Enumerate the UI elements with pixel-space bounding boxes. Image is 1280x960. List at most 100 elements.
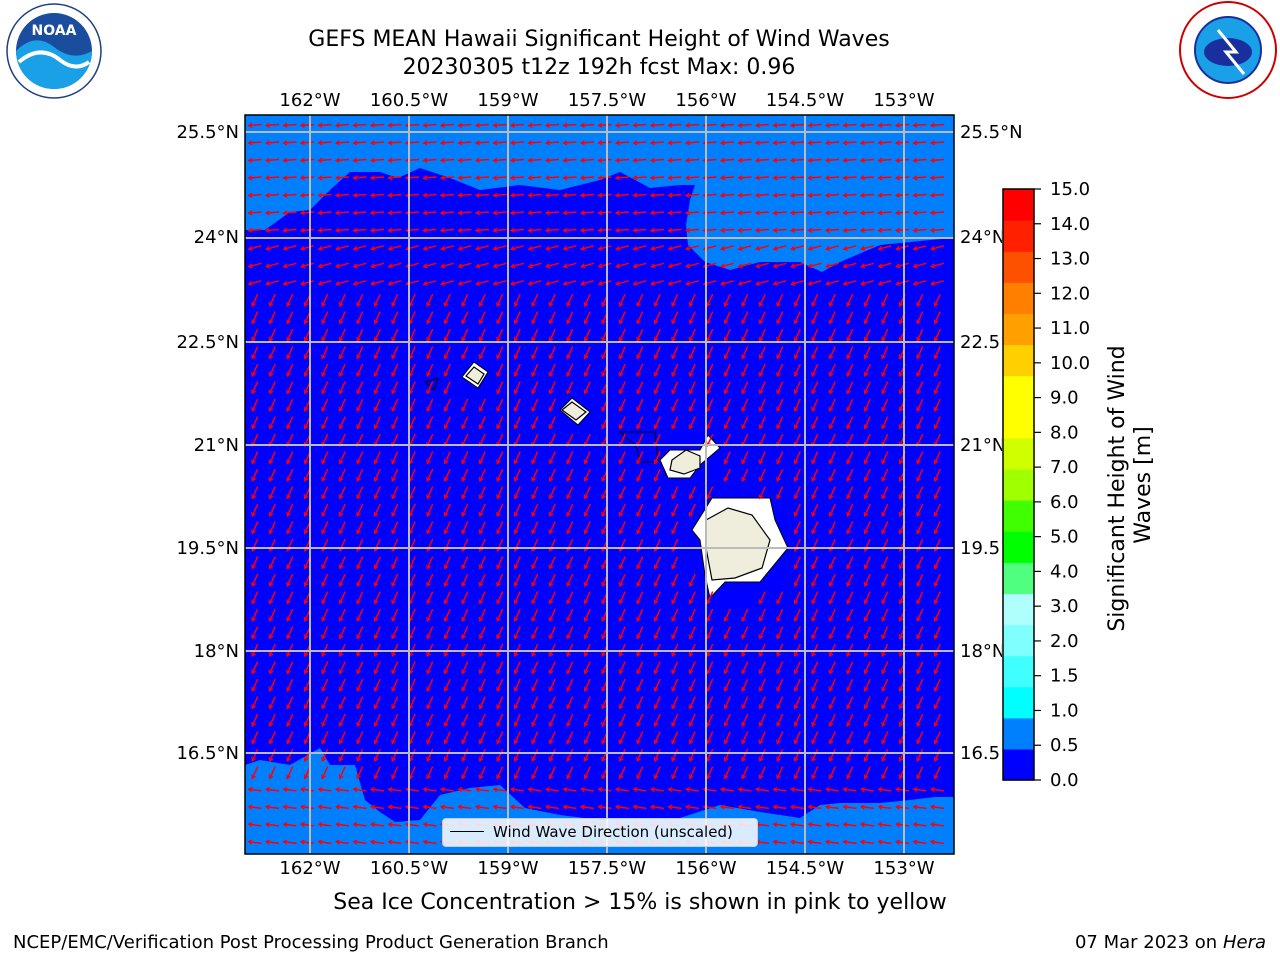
- wind-wave-arrow: [531, 556, 539, 569]
- wind-wave-arrow: [549, 486, 556, 499]
- wind-wave-arrow: [514, 363, 521, 377]
- wind-wave-arrow-head: [671, 651, 676, 657]
- wind-wave-arrow: [269, 416, 276, 429]
- wind-wave-arrow: [759, 416, 766, 429]
- wind-wave-arrow: [514, 661, 521, 674]
- wind-wave-arrow-head: [478, 494, 484, 500]
- wind-wave-arrow-head: [562, 280, 568, 286]
- wind-wave-arrow-head: [474, 140, 480, 146]
- wind-wave-arrow-head: [370, 280, 376, 286]
- wind-wave-arrow: [286, 626, 294, 639]
- wind-wave-arrow: [794, 451, 801, 464]
- wind-wave-arrow: [265, 840, 280, 845]
- wind-wave-arrow-head: [426, 389, 431, 395]
- wind-wave-arrow: [934, 328, 941, 342]
- wind-wave-arrow-head: [496, 511, 501, 517]
- wind-wave-arrow: [286, 468, 294, 482]
- wind-wave-arrow: [441, 245, 454, 250]
- wind-wave-arrow: [370, 211, 385, 214]
- wind-wave-arrow: [531, 678, 539, 692]
- wind-wave-arrow: [409, 398, 416, 412]
- wind-wave-arrow-head: [461, 774, 466, 780]
- wind-wave-arrow-head: [321, 371, 326, 377]
- wind-wave-arrow-head: [881, 564, 886, 570]
- wind-wave-arrow: [689, 503, 696, 517]
- wind-wave-arrow: [671, 713, 679, 727]
- wind-wave-arrow: [825, 840, 840, 845]
- wind-wave-arrow: [825, 788, 840, 792]
- wind-wave-arrow-head: [863, 406, 869, 412]
- wind-wave-arrow: [916, 696, 924, 709]
- wind-wave-arrow-head: [632, 263, 638, 269]
- wind-wave-arrow-head: [478, 424, 484, 430]
- wind-wave-arrow: [881, 678, 889, 692]
- wind-wave-arrow: [913, 123, 927, 127]
- wind-wave-arrow-head: [373, 371, 379, 377]
- wind-wave-arrow-head: [566, 634, 571, 640]
- wind-wave-arrow: [741, 398, 749, 412]
- wind-wave-arrow: [566, 661, 574, 674]
- wind-wave-arrow-head: [793, 389, 799, 395]
- wind-wave-arrow: [286, 346, 294, 359]
- wind-wave-arrow: [916, 556, 924, 569]
- wind-wave-arrow: [776, 713, 784, 727]
- wind-wave-arrow: [549, 678, 556, 692]
- wind-wave-arrow-head: [894, 786, 900, 793]
- wind-wave-arrow-head: [933, 389, 939, 395]
- wind-wave-arrow: [409, 766, 416, 779]
- wind-wave-arrow-head: [916, 634, 921, 640]
- wind-wave-arrow-head: [478, 756, 484, 762]
- wind-wave-arrow-head: [790, 245, 796, 251]
- wind-wave-arrow: [846, 748, 854, 762]
- wind-wave-arrow: [493, 193, 507, 197]
- wind-wave-arrow-head: [741, 686, 746, 692]
- wind-wave-arrow-head: [544, 192, 550, 198]
- wind-wave-arrow: [356, 556, 364, 569]
- wind-wave-arrow-head: [632, 227, 638, 233]
- wind-wave-arrow-head: [601, 616, 606, 622]
- wind-wave-arrow-head: [321, 774, 326, 780]
- wind-wave-arrow-head: [684, 122, 690, 128]
- wind-wave-arrow-head: [251, 424, 256, 430]
- wind-wave-arrow-head: [583, 301, 589, 307]
- wind-wave-arrow-head: [828, 704, 834, 710]
- wind-wave-arrow: [706, 591, 714, 604]
- wind-wave-arrow: [580, 141, 595, 144]
- lon-label-top: 154.5°W: [766, 90, 845, 111]
- wind-wave-arrow-head: [912, 245, 918, 251]
- wind-wave-arrow: [353, 788, 367, 792]
- wind-wave-arrow: [808, 158, 822, 162]
- wind-wave-arrow: [811, 293, 819, 307]
- wind-wave-arrow-head: [723, 406, 729, 412]
- wind-wave-arrow-head: [863, 704, 869, 710]
- wind-wave-arrow: [790, 141, 805, 144]
- wind-wave-arrow-head: [317, 157, 323, 163]
- wind-wave-arrow-head: [933, 599, 939, 605]
- wind-wave-arrow: [283, 193, 297, 197]
- wind-wave-arrow: [339, 608, 346, 622]
- wind-wave-arrow: [759, 363, 766, 377]
- wind-wave-arrow-head: [443, 739, 449, 745]
- wind-wave-arrow: [829, 486, 836, 499]
- wind-wave-arrow-head: [671, 354, 676, 360]
- wind-wave-arrow: [738, 262, 752, 268]
- wind-wave-arrow-head: [286, 564, 291, 570]
- wind-wave-arrow-head: [597, 192, 603, 198]
- wind-wave-arrow: [811, 556, 819, 569]
- wind-wave-arrow: [286, 661, 294, 674]
- wind-wave-arrow-head: [824, 140, 830, 146]
- wind-wave-arrow-head: [579, 157, 585, 163]
- wind-wave-arrow: [671, 696, 679, 709]
- wind-wave-arrow: [388, 788, 402, 792]
- wind-wave-arrow: [843, 141, 857, 144]
- wind-wave-arrow: [619, 661, 626, 674]
- wind-wave-arrow-head: [422, 786, 428, 793]
- wind-wave-arrow: [741, 608, 749, 622]
- wind-wave-arrow-head: [846, 476, 851, 482]
- wind-wave-arrow-head: [793, 739, 799, 745]
- wind-wave-arrow: [248, 176, 262, 179]
- wind-wave-arrow-head: [531, 371, 536, 377]
- wind-wave-arrow-head: [268, 721, 274, 727]
- wind-wave-arrow-head: [825, 280, 831, 286]
- wind-wave-arrow-head: [426, 634, 431, 640]
